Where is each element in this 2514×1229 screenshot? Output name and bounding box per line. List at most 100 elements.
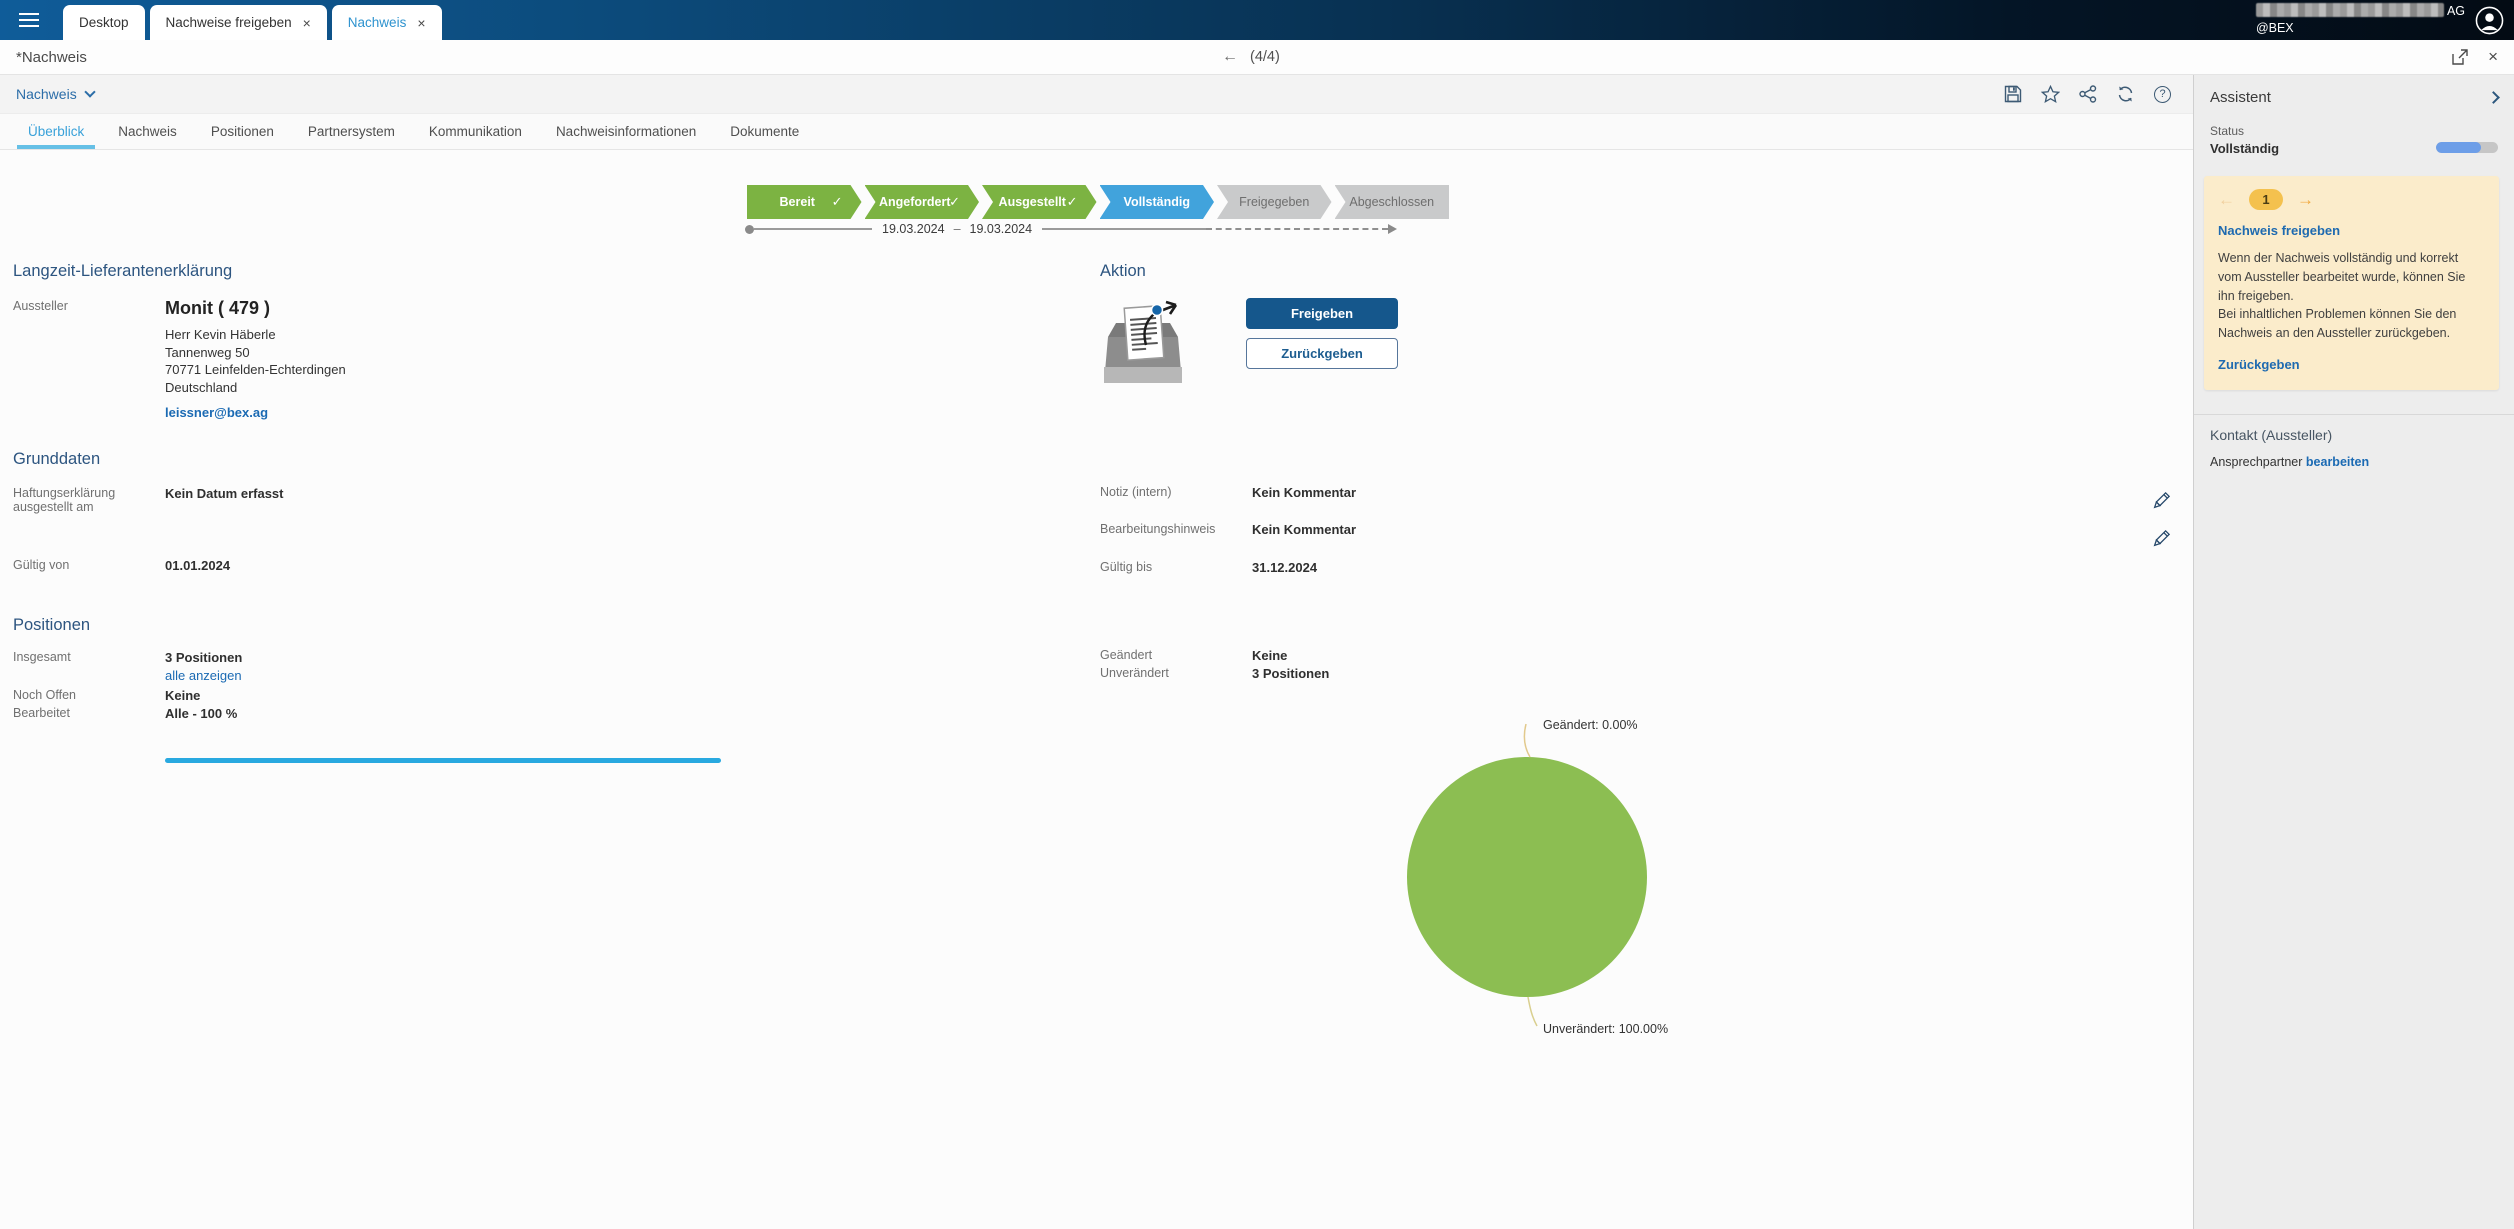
aussteller-label: Aussteller xyxy=(13,299,68,313)
menu-button[interactable] xyxy=(8,0,50,40)
nachweis-menu-dropdown[interactable]: Nachweis xyxy=(16,86,96,102)
haftung-value: Kein Datum erfasst xyxy=(165,486,284,501)
timeline-start-dot xyxy=(745,224,754,234)
refresh-icon[interactable] xyxy=(2116,85,2135,103)
tab-partnersystem[interactable]: Partnersystem xyxy=(307,124,395,139)
redacted-username xyxy=(2255,3,2444,18)
user-text: AG @BEX xyxy=(2255,3,2465,37)
noch-offen-label: Noch Offen xyxy=(13,688,77,702)
step-number-badge[interactable]: 1 xyxy=(2249,189,2283,210)
top-bar: Desktop Nachweise freigeben × Nachweis ×… xyxy=(0,0,2514,40)
tab-positionen[interactable]: Positionen xyxy=(210,124,274,139)
timeline-line xyxy=(1042,228,1207,230)
noch-offen-value: Keine xyxy=(165,688,201,703)
workflow-step-abgeschlossen: Abgeschlossen xyxy=(1334,185,1449,219)
workflow-date-to: 19.03.2024 xyxy=(969,222,1033,236)
tab-ueberblick[interactable]: Überblick xyxy=(16,114,96,149)
window-tabs: Desktop Nachweise freigeben × Nachweis × xyxy=(63,0,442,40)
status-progress-bar xyxy=(2436,142,2498,153)
haftung-label: Haftungserklärung ausgestellt am xyxy=(13,486,116,514)
unveraendert-value: 3 Positionen xyxy=(1252,666,1330,681)
gueltig-bis-label: Gültig bis xyxy=(1100,560,1153,574)
bearbeitet-value: Alle - 100 % xyxy=(165,706,238,721)
tab-label: Nachweis xyxy=(347,15,407,30)
pie-slice-unveraendert xyxy=(1407,757,1647,997)
step-prev-icon[interactable]: ← xyxy=(2218,189,2235,209)
assistant-step-card: ← 1 → Nachweis freigeben Wenn der Nachwe… xyxy=(2204,176,2499,390)
step-next-icon[interactable]: → xyxy=(2297,189,2314,209)
edit-bearbeitungshinweis-icon[interactable] xyxy=(2150,528,2172,550)
kontakt-bearbeiten-link[interactable]: bearbeiten xyxy=(2305,454,2370,469)
section-title-positionen: Positionen xyxy=(13,616,91,634)
main-area: Nachweis ? Überblick Nachweis Positionen… xyxy=(0,75,2193,1229)
open-new-window-icon[interactable] xyxy=(2452,49,2468,65)
zurueckgeben-button[interactable]: Zurückgeben xyxy=(1246,338,1398,369)
section-title-grunddaten: Grunddaten xyxy=(13,450,101,468)
user-info[interactable]: AG @BEX xyxy=(2255,0,2514,40)
kontakt-text: Ansprechpartner xyxy=(2210,454,2303,469)
bearbeitet-progress-bar xyxy=(165,758,721,763)
share-icon[interactable] xyxy=(2079,85,2097,103)
record-pager: ← (4/4) xyxy=(1222,40,1280,74)
status-value: Vollständig xyxy=(2210,141,2280,156)
workflow-step-vollstaendig: Vollständig xyxy=(1100,185,1215,219)
tab-label: Desktop xyxy=(79,15,129,30)
tab-nachweis[interactable]: Nachweis × xyxy=(331,5,442,40)
back-arrow-icon[interactable]: ← xyxy=(1222,48,1238,65)
geaendert-label: Geändert xyxy=(1100,648,1153,662)
favorite-star-icon[interactable] xyxy=(2041,85,2060,103)
check-icon: ✓ xyxy=(831,194,843,209)
workflow-step-angefordert: Angefordert ✓ xyxy=(865,185,980,219)
avatar-icon[interactable] xyxy=(2475,6,2504,35)
release-document-icon xyxy=(1104,300,1182,383)
tab-nachweis-detail[interactable]: Nachweis xyxy=(118,124,177,139)
help-icon[interactable]: ? xyxy=(2154,85,2171,103)
status-label: Status xyxy=(2210,124,2245,138)
tab-dokumente[interactable]: Dokumente xyxy=(730,124,800,139)
tab-nachweisinformationen[interactable]: Nachweisinformationen xyxy=(555,124,697,139)
user-name-suffix: AG xyxy=(2446,4,2465,19)
issuer-email-link[interactable]: leissner@bex.ag xyxy=(165,404,269,420)
overview-content: Bereit ✓ Angefordert ✓ Ausgestellt ✓ Vollst… xyxy=(0,150,2193,1228)
collapse-panel-icon[interactable] xyxy=(2487,91,2500,104)
tab-nachweise-freigeben[interactable]: Nachweise freigeben × xyxy=(149,5,327,40)
section-title-aktion: Aktion xyxy=(1100,262,1146,280)
workflow-timeline: 19.03.2024 – 19.03.2024 xyxy=(745,221,1453,237)
bearbeitet-label: Bearbeitet xyxy=(13,706,70,720)
pie-callout-line-top xyxy=(1523,723,1531,758)
positions-pie-chart: Geändert: 0.00% Unverändert: 100.00% xyxy=(1380,707,1800,1057)
notiz-label: Notiz (intern) xyxy=(1100,485,1172,499)
tab-kommunikation[interactable]: Kommunikation xyxy=(428,124,522,139)
workflow-date-from: 19.03.2024 xyxy=(882,222,945,236)
close-icon[interactable]: × xyxy=(417,14,426,31)
step-title-link[interactable]: Nachweis freigeben xyxy=(2218,223,2341,238)
notiz-value: Kein Kommentar xyxy=(1252,485,1357,500)
edit-notiz-icon[interactable] xyxy=(2150,490,2172,512)
pager-count: (4/4) xyxy=(1250,49,1280,65)
close-view-icon[interactable]: × xyxy=(2488,47,2498,66)
workflow-status-bar: Bereit ✓ Angefordert ✓ Ausgestellt ✓ Vollst… xyxy=(747,185,1449,219)
step-description: Wenn der Nachweis vollständig und korrek… xyxy=(2218,251,2466,340)
insgesamt-label: Insgesamt xyxy=(13,650,71,664)
close-icon[interactable]: × xyxy=(302,14,311,31)
tab-desktop[interactable]: Desktop xyxy=(63,5,145,40)
timeline-arrow-icon xyxy=(1388,224,1398,234)
alle-anzeigen-link[interactable]: alle anzeigen xyxy=(165,668,242,683)
divider xyxy=(2194,413,2514,415)
freigeben-button[interactable]: Freigeben xyxy=(1246,298,1398,329)
zurueckgeben-link[interactable]: Zurückgeben xyxy=(2218,356,2300,372)
assistant-title: Assistent xyxy=(2210,89,2271,106)
gueltig-von-value: 01.01.2024 xyxy=(165,558,231,573)
timeline-line xyxy=(754,228,872,230)
gueltig-bis-value: 31.12.2024 xyxy=(1252,560,1318,575)
check-icon: ✓ xyxy=(949,194,960,209)
chevron-down-icon xyxy=(84,86,96,98)
pie-label-unveraendert: Unverändert: 100.00% xyxy=(1543,1022,1668,1036)
page-title: *Nachweis xyxy=(16,48,87,66)
kontakt-title: Kontakt (Aussteller) xyxy=(2210,426,2333,443)
user-handle: @BEX xyxy=(2255,21,2294,35)
workflow-step-freigegeben: Freigegeben xyxy=(1217,185,1332,219)
workflow-step-ausgestellt: Ausgestellt ✓ xyxy=(982,185,1097,219)
pie-callout-line-bottom xyxy=(1527,996,1538,1027)
save-icon[interactable] xyxy=(2004,85,2022,103)
